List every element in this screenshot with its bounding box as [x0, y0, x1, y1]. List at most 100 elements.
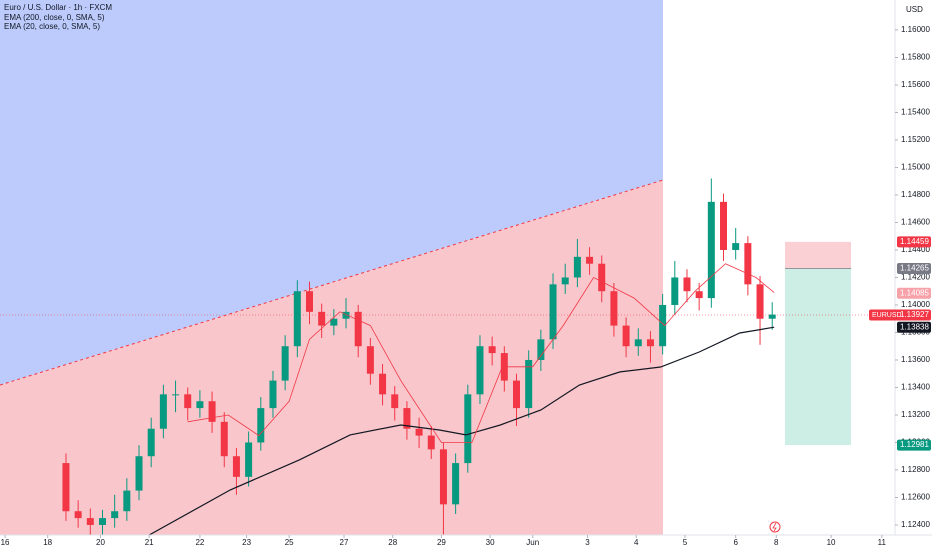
legend-entry: EMA (200, close, 0, SMA, 5) [4, 13, 105, 22]
candle-body [391, 394, 399, 409]
candle-body [269, 380, 277, 409]
lower-zone [0, 180, 663, 535]
indicator-line [187, 263, 775, 443]
candle-body [342, 311, 350, 319]
candle-body [622, 325, 630, 347]
candle-body [488, 346, 496, 354]
candle-body [513, 380, 521, 409]
price-tag [897, 287, 931, 299]
x-tick-label: 29 [437, 538, 446, 547]
candle-body [123, 490, 131, 512]
price-tag-label: 1.14085 [900, 288, 929, 297]
candle-body [671, 277, 679, 305]
y-tick-label: 1.15600 [901, 80, 930, 89]
y-tick-label: 1.12800 [901, 465, 930, 474]
x-tick-label: 22 [195, 538, 204, 547]
price-tag-label: 1.12981 [900, 440, 929, 449]
x-tick-label: 25 [285, 538, 294, 547]
y-tick-label: 1.12600 [901, 493, 930, 502]
stop-zone [785, 241, 851, 269]
price-tag-label: 1.14265 [900, 264, 929, 273]
candle-body [427, 435, 435, 450]
x-tick-label: 20 [96, 538, 105, 547]
y-tick-label: 1.13600 [901, 355, 930, 364]
x-tick-label: 10 [827, 538, 836, 547]
y-tick-label: 1.15200 [901, 135, 930, 144]
candle-body [768, 314, 776, 319]
candle-body [62, 463, 70, 512]
candle-body [707, 201, 715, 299]
x-tick-label: 8 [774, 538, 779, 547]
candle-body [634, 339, 642, 347]
price-tag-label: 1.13838 [900, 322, 929, 331]
symbol-label: EURUSD [872, 312, 902, 319]
x-tick-label: 16 [1, 538, 10, 547]
x-tick-label: Jun [526, 538, 539, 547]
event-icon-bolt [772, 522, 777, 532]
x-tick-label: 27 [340, 538, 349, 547]
x-tick-label: 5 [683, 538, 688, 547]
candle-body [86, 518, 94, 525]
x-tick-label: 18 [43, 538, 52, 547]
currency: USD [906, 5, 923, 14]
x-tick-label: 30 [486, 538, 495, 547]
y-tick-label: 1.16000 [901, 25, 930, 34]
candle-body [147, 428, 155, 457]
y-tick-label: 1.15800 [901, 53, 930, 62]
y-tick-label: 1.14200 [901, 273, 930, 282]
x-tick-label: 6 [733, 538, 738, 547]
candle-body [196, 401, 204, 409]
candle-body [439, 449, 447, 505]
y-tick-label: 1.12400 [901, 520, 930, 529]
price-tag [897, 439, 931, 451]
candle-body [646, 339, 654, 347]
candle-body [111, 511, 119, 519]
candle-body [74, 511, 82, 519]
candle-body [598, 263, 606, 292]
legend-entry: EMA (20, close, 0, SMA, 5) [4, 22, 100, 31]
trend-line [0, 179, 664, 386]
axes: 1.124001.126001.128001.130001.132001.134… [1, 25, 931, 547]
candle-body [464, 394, 472, 464]
y-tick-label: 1.15000 [901, 163, 930, 172]
x-tick-label: 3 [585, 538, 590, 547]
candle-body [293, 291, 301, 347]
candle-body [330, 318, 338, 326]
event-icon[interactable] [769, 521, 781, 533]
candle-body [305, 291, 313, 312]
candle-body [232, 456, 240, 477]
candle-body [318, 311, 326, 326]
candle-body [245, 442, 253, 477]
x-tick-label: 23 [242, 538, 251, 547]
candle-body [366, 346, 374, 374]
y-tick-label: 1.14000 [901, 300, 930, 309]
candle-body [257, 408, 265, 443]
candle-body [415, 428, 423, 436]
candle-body [683, 277, 691, 292]
x-tick-label: 4 [634, 538, 639, 547]
candle-body [98, 518, 106, 525]
last-price-label: 1.13927 [900, 310, 929, 319]
candle-body [172, 394, 180, 396]
candle-body [610, 291, 618, 326]
candle-body [537, 339, 545, 360]
candle-body [561, 277, 569, 285]
candle-body [476, 346, 484, 395]
y-tick-label: 1.14400 [901, 245, 930, 254]
candle-body [135, 456, 143, 491]
candle-body [281, 346, 289, 381]
candle-body [220, 421, 228, 457]
y-tick-label: 1.14600 [901, 218, 930, 227]
price-tag [897, 236, 931, 248]
candle-body [159, 394, 167, 429]
price-tag [897, 263, 931, 275]
candle-body [573, 256, 581, 278]
candle-body [403, 408, 411, 429]
candle-body [354, 311, 362, 347]
position-tool [785, 241, 851, 446]
candle-body [756, 284, 764, 319]
candle-body [208, 401, 216, 422]
upper-zone [0, 0, 663, 385]
candle-body [184, 394, 192, 409]
